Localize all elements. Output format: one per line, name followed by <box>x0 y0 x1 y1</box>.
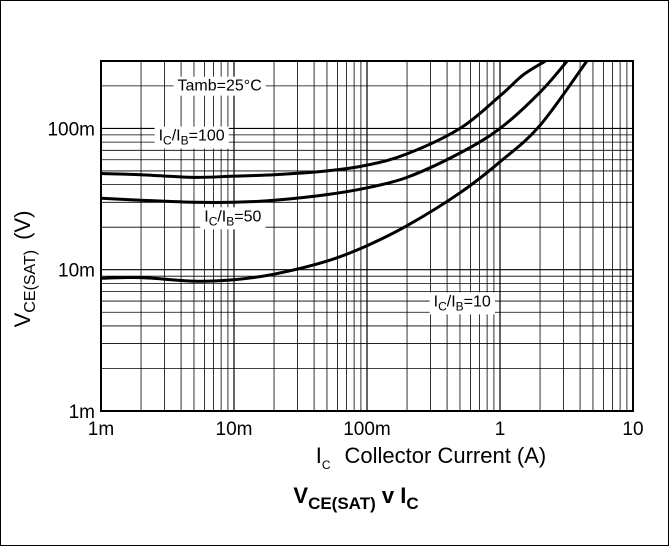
annotation-2-part-0: I <box>204 208 208 225</box>
x-axis-label: IC Collector Current (A) <box>316 443 547 472</box>
annotation-3-part-4: =10 <box>464 293 491 310</box>
x-tick-label-4: 10 <box>622 419 643 440</box>
y-tick-label-0: 1m <box>69 402 95 423</box>
annotation-2-part-4: =50 <box>234 208 261 225</box>
y-axis-unit: (V) <box>10 211 35 240</box>
annotation-3-part-0: I <box>434 293 438 310</box>
chart-title: VCE(SAT) v IC <box>293 483 418 513</box>
annotation-2-part-3: B <box>226 214 234 228</box>
annotation-1-part-3: B <box>181 134 189 148</box>
annotation-bg-0 <box>173 76 266 96</box>
annotation-2-part-1: C <box>209 214 218 228</box>
series-line-1 <box>101 61 569 205</box>
annotation-3-part-1: C <box>438 299 447 313</box>
y-axis-symbol: V <box>10 312 35 327</box>
y-axis-label: VCE(SAT) (V) <box>10 211 39 328</box>
x-axis-text: Collector Current (A) <box>345 443 547 468</box>
annotation-1-part-2: /I <box>172 128 181 145</box>
y-axis-symbol-sub: CE(SAT) <box>22 250 39 313</box>
annotation-0: Tamb=25°C <box>178 78 262 95</box>
series-line-0 <box>101 61 547 179</box>
chart-title-connector-sub: C <box>406 494 418 513</box>
grid <box>100 61 633 412</box>
chart-title-main-sub: CE(SAT) <box>308 494 376 513</box>
annotation-1-part-4: =100 <box>189 128 225 145</box>
y-tick-label-2: 100m <box>47 119 95 140</box>
x-tick-label-3: 1 <box>495 419 506 440</box>
chart-title-main: V <box>293 483 308 508</box>
annotation-1: IC/IB=100 <box>159 128 225 148</box>
annotation-2: IC/IB=50 <box>204 208 261 228</box>
annotation-bg-1 <box>154 126 229 149</box>
annotation-1-part-1: C <box>163 134 172 148</box>
y-tick-labels: 1m 10m 100m <box>47 119 95 423</box>
chart-title-connector: v I <box>376 483 407 508</box>
x-tick-label-2: 100m <box>343 419 391 440</box>
series-line-2 <box>101 61 589 283</box>
x-axis-symbol: I <box>316 443 322 468</box>
series-group <box>101 61 589 283</box>
x-tick-label-1: 10m <box>216 419 253 440</box>
annotation-bg-3 <box>429 292 495 315</box>
annotation-3-part-2: /I <box>447 293 456 310</box>
x-tick-label-0: 1m <box>88 419 114 440</box>
annotation-2-part-2: /I <box>217 208 226 225</box>
y-tick-label-1: 10m <box>58 261 95 282</box>
annotation-1-part-0: I <box>159 128 163 145</box>
annotation-3: IC/IB=10 <box>434 293 491 313</box>
annotation-bg-2 <box>200 207 266 230</box>
plot-border <box>100 60 634 412</box>
annotation-3-part-3: B <box>456 299 464 313</box>
x-tick-labels: 1m 10m 100m 1 10 <box>88 419 644 440</box>
x-axis-symbol-sub: C <box>322 458 331 472</box>
